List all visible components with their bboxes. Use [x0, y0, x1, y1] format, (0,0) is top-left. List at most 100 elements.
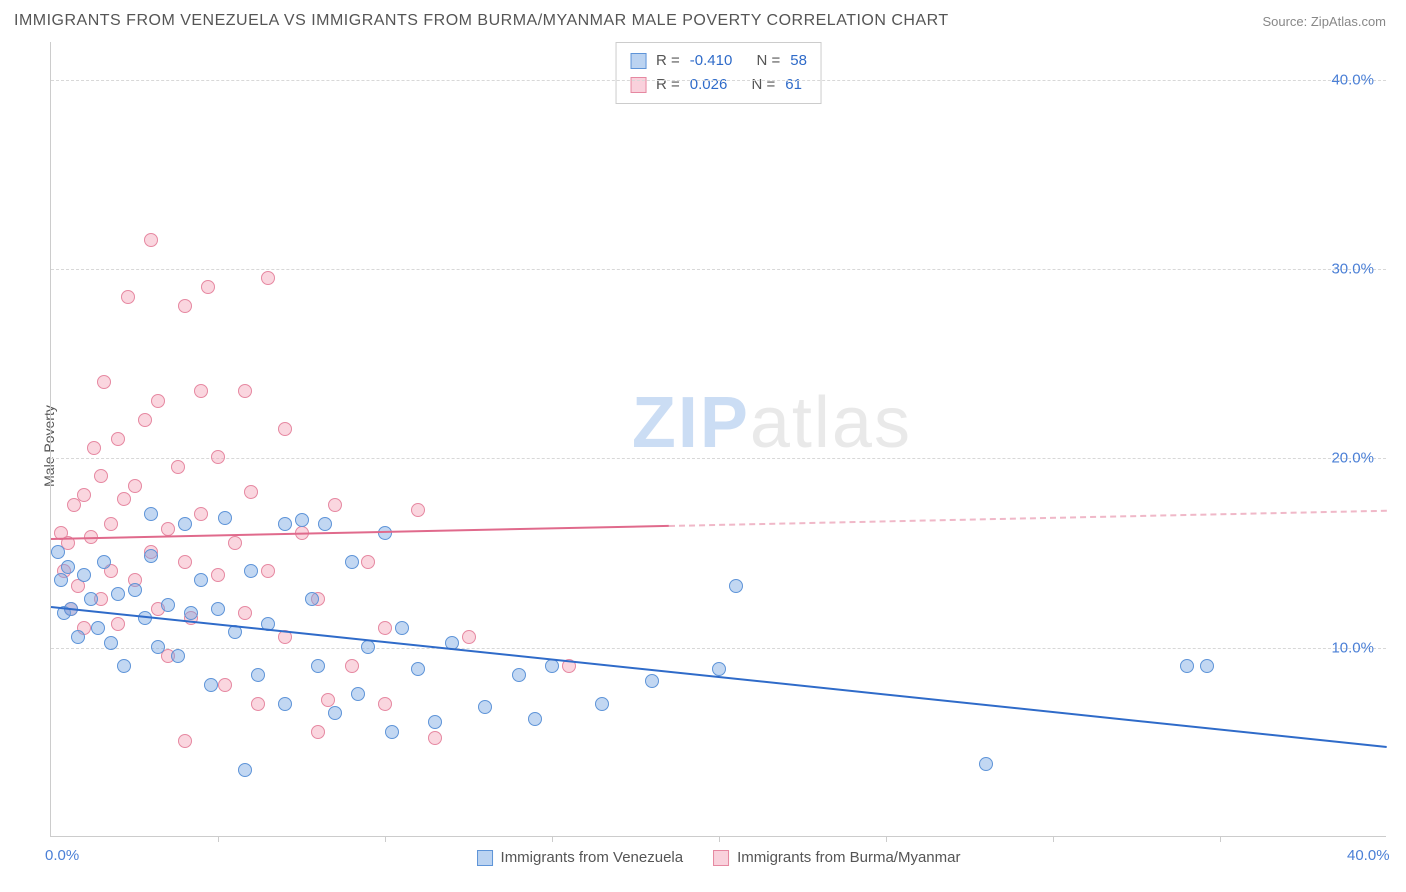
data-point [87, 441, 101, 455]
data-point [111, 587, 125, 601]
data-point [278, 697, 292, 711]
data-point [194, 507, 208, 521]
data-point [244, 564, 258, 578]
data-point [194, 384, 208, 398]
gridline [51, 648, 1386, 649]
legend-item-2: Immigrants from Burma/Myanmar [713, 849, 960, 866]
n-value-1: 58 [790, 49, 807, 73]
r-value-1: -0.410 [690, 49, 733, 73]
data-point [378, 621, 392, 635]
data-point [91, 621, 105, 635]
data-point [361, 555, 375, 569]
data-point [428, 731, 442, 745]
xtick-label: 0.0% [45, 847, 79, 864]
data-point [321, 693, 335, 707]
xtick [218, 836, 219, 842]
data-point [171, 460, 185, 474]
data-point [51, 545, 65, 559]
data-point [244, 485, 258, 499]
legend-label-1: Immigrants from Venezuela [501, 849, 684, 866]
data-point [238, 384, 252, 398]
data-point [161, 598, 175, 612]
source-attribution: Source: ZipAtlas.com [1262, 14, 1386, 29]
data-point [104, 517, 118, 531]
data-point [54, 573, 68, 587]
legend-label-2: Immigrants from Burma/Myanmar [737, 849, 960, 866]
data-point [178, 734, 192, 748]
ytick-label: 40.0% [1331, 71, 1374, 88]
trend-line [51, 525, 669, 540]
data-point [97, 375, 111, 389]
chart-title: IMMIGRANTS FROM VENEZUELA VS IMMIGRANTS … [14, 12, 949, 30]
data-point [128, 583, 142, 597]
data-point [385, 725, 399, 739]
gridline [51, 80, 1386, 81]
ytick-label: 10.0% [1331, 639, 1374, 656]
data-point [428, 715, 442, 729]
data-point [345, 555, 359, 569]
stats-row-series2: R = 0.026 N = 61 [630, 73, 807, 97]
data-point [77, 488, 91, 502]
data-point [261, 271, 275, 285]
n-value-2: 61 [785, 73, 802, 97]
data-point [121, 290, 135, 304]
data-point [251, 697, 265, 711]
data-point [228, 536, 242, 550]
data-point [161, 522, 175, 536]
r-value-2: 0.026 [690, 73, 728, 97]
data-point [311, 659, 325, 673]
xtick [1053, 836, 1054, 842]
swatch-pink-icon [713, 850, 729, 866]
data-point [111, 432, 125, 446]
data-point [194, 573, 208, 587]
data-point [128, 479, 142, 493]
r-label: R = [656, 49, 680, 73]
data-point [462, 630, 476, 644]
data-point [144, 233, 158, 247]
data-point [1180, 659, 1194, 673]
data-point [311, 725, 325, 739]
data-point [117, 492, 131, 506]
data-point [84, 592, 98, 606]
data-point [171, 649, 185, 663]
data-point [94, 469, 108, 483]
data-point [395, 621, 409, 635]
data-point [328, 498, 342, 512]
data-point [77, 568, 91, 582]
legend: Immigrants from Venezuela Immigrants fro… [477, 849, 961, 866]
data-point [144, 549, 158, 563]
xtick [385, 836, 386, 842]
xtick-label: 40.0% [1347, 847, 1390, 864]
data-point [178, 299, 192, 313]
data-point [97, 555, 111, 569]
stats-row-series1: R = -0.410 N = 58 [630, 49, 807, 73]
data-point [211, 568, 225, 582]
watermark: ZIPatlas [632, 382, 912, 464]
data-point [117, 659, 131, 673]
n-label: N = [752, 73, 776, 97]
data-point [378, 697, 392, 711]
data-point [211, 602, 225, 616]
data-point [151, 640, 165, 654]
data-point [104, 636, 118, 650]
data-point [178, 517, 192, 531]
data-point [645, 674, 659, 688]
data-point [251, 668, 265, 682]
data-point [345, 659, 359, 673]
data-point [478, 700, 492, 714]
data-point [595, 697, 609, 711]
data-point [144, 507, 158, 521]
data-point [204, 678, 218, 692]
data-point [528, 712, 542, 726]
legend-item-1: Immigrants from Venezuela [477, 849, 684, 866]
data-point [261, 564, 275, 578]
swatch-blue-icon [630, 53, 646, 69]
xtick [886, 836, 887, 842]
data-point [201, 280, 215, 294]
trend-line [669, 510, 1387, 527]
data-point [218, 511, 232, 525]
ytick-label: 20.0% [1331, 450, 1374, 467]
data-point [184, 606, 198, 620]
data-point [111, 617, 125, 631]
data-point [351, 687, 365, 701]
